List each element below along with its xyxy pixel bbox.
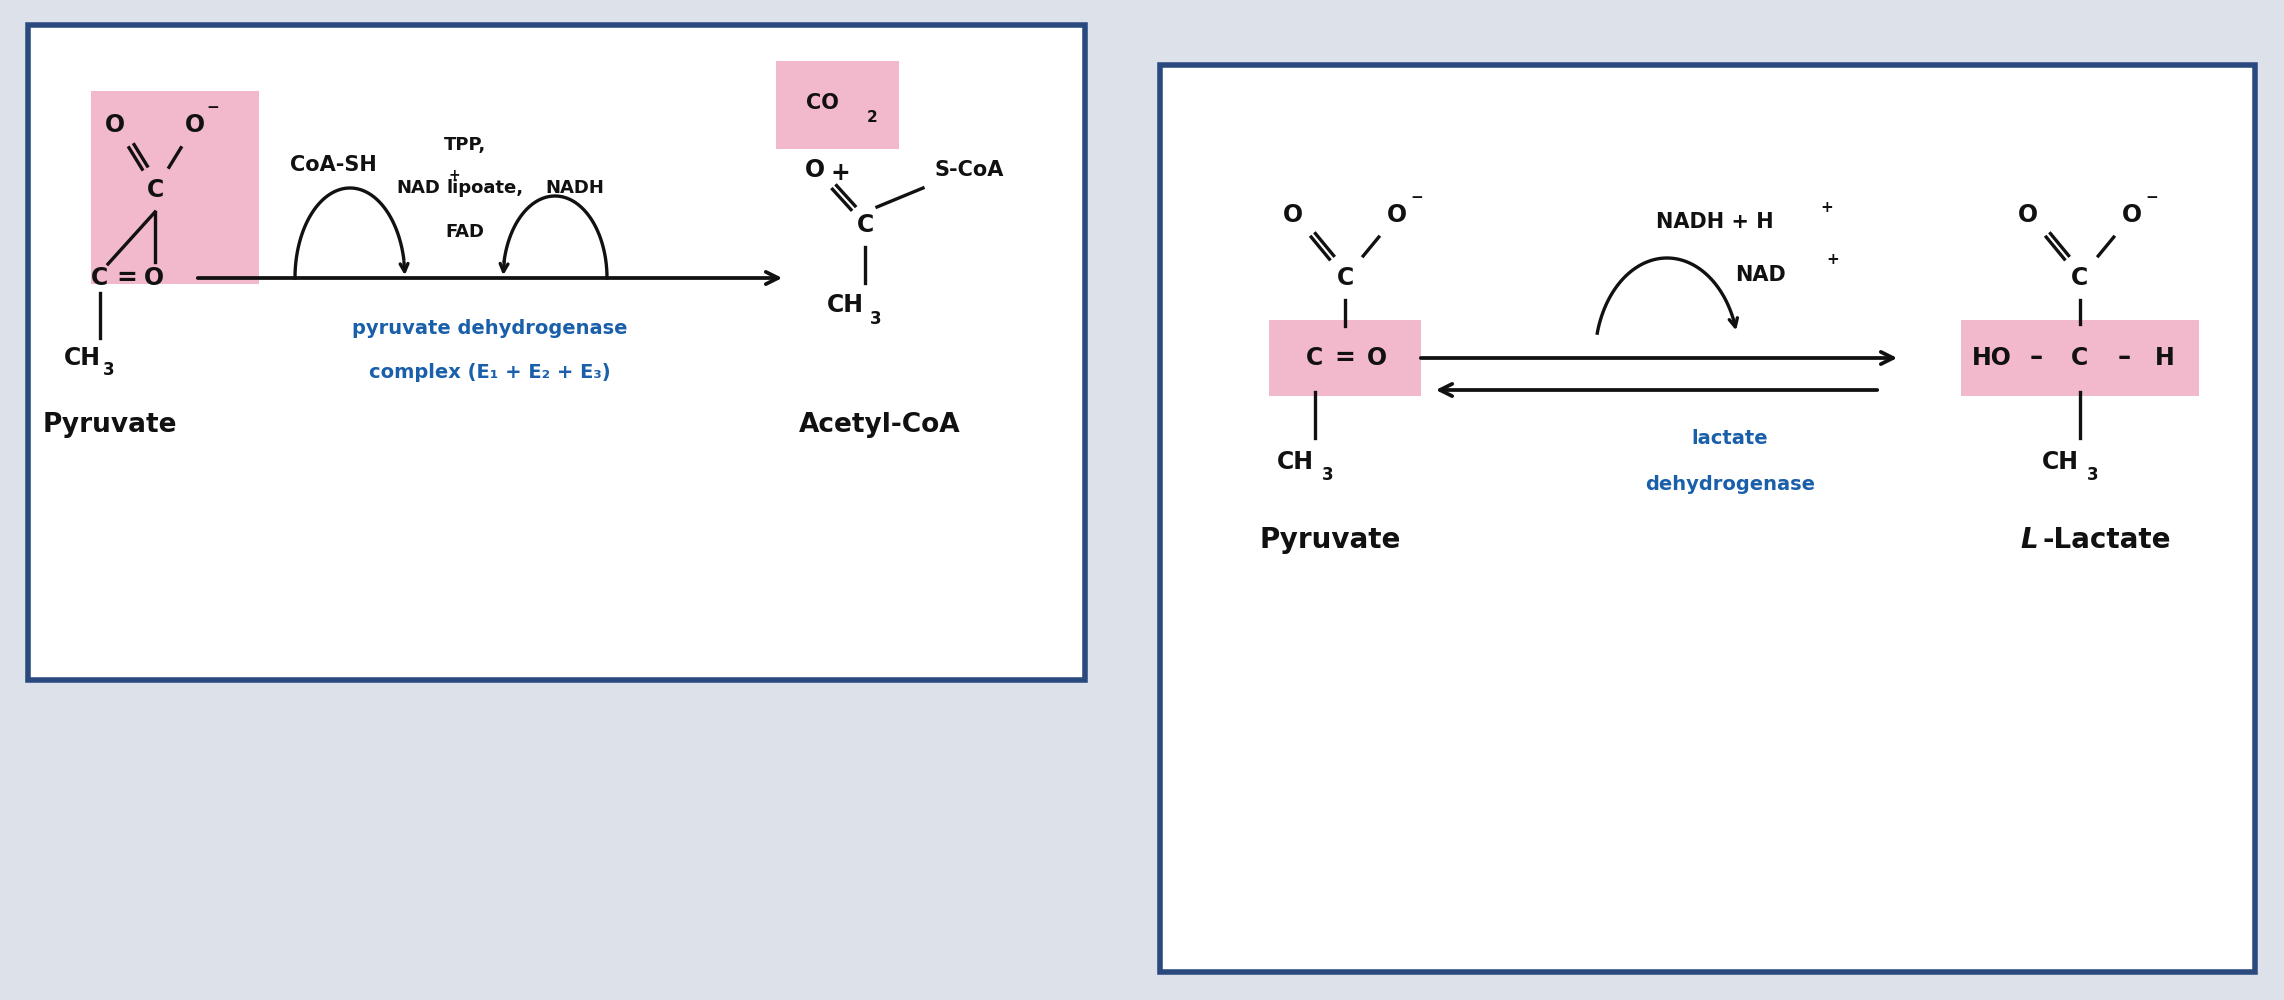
Text: O: O bbox=[1366, 346, 1386, 370]
Text: pyruvate dehydrogenase: pyruvate dehydrogenase bbox=[352, 318, 628, 338]
Text: lactate: lactate bbox=[1692, 428, 1768, 448]
Text: Pyruvate: Pyruvate bbox=[43, 412, 178, 438]
Text: CH: CH bbox=[827, 293, 863, 317]
Text: C: C bbox=[2072, 346, 2088, 370]
Text: 3: 3 bbox=[2088, 466, 2099, 484]
Text: +: + bbox=[1827, 252, 1839, 267]
Text: O: O bbox=[1386, 203, 1407, 227]
Text: NAD: NAD bbox=[395, 179, 441, 197]
Text: =: = bbox=[1334, 346, 1354, 370]
Text: O: O bbox=[185, 113, 206, 137]
Text: +: + bbox=[1820, 200, 1834, 215]
FancyBboxPatch shape bbox=[1160, 65, 2254, 972]
FancyBboxPatch shape bbox=[777, 61, 900, 149]
Text: O: O bbox=[1284, 203, 1304, 227]
Text: O: O bbox=[804, 158, 825, 182]
Text: TPP,: TPP, bbox=[443, 136, 486, 154]
FancyBboxPatch shape bbox=[91, 91, 258, 284]
Text: C: C bbox=[91, 266, 110, 290]
Text: CH: CH bbox=[2042, 450, 2078, 474]
Text: HO: HO bbox=[1971, 346, 2012, 370]
Text: 2: 2 bbox=[866, 109, 877, 124]
Text: L: L bbox=[2021, 526, 2037, 554]
Text: S-CoA: S-CoA bbox=[934, 160, 1005, 180]
Text: 3: 3 bbox=[1322, 466, 1334, 484]
Text: 3: 3 bbox=[103, 361, 114, 379]
Text: C: C bbox=[1306, 346, 1325, 370]
Text: -Lactate: -Lactate bbox=[2042, 526, 2170, 554]
Text: =: = bbox=[116, 266, 137, 290]
Text: FAD: FAD bbox=[445, 223, 484, 241]
Text: 3: 3 bbox=[870, 310, 882, 328]
Text: Pyruvate: Pyruvate bbox=[1258, 526, 1400, 554]
Text: –: – bbox=[2030, 345, 2042, 371]
Text: complex (E₁ + E₂ + E₃): complex (E₁ + E₂ + E₃) bbox=[370, 362, 610, 381]
Text: –: – bbox=[2117, 345, 2131, 371]
Text: +: + bbox=[829, 161, 850, 185]
Text: CO: CO bbox=[806, 93, 838, 113]
Text: dehydrogenase: dehydrogenase bbox=[1644, 476, 1816, 494]
Text: +: + bbox=[448, 168, 459, 182]
Text: CoA-SH: CoA-SH bbox=[290, 155, 377, 175]
Text: −: − bbox=[2145, 190, 2158, 206]
Text: C: C bbox=[146, 178, 164, 202]
Text: CH: CH bbox=[1277, 450, 1313, 474]
Text: C: C bbox=[1336, 266, 1354, 290]
Text: lipoate,: lipoate, bbox=[445, 179, 523, 197]
Text: C: C bbox=[856, 213, 872, 237]
Text: O: O bbox=[2122, 203, 2142, 227]
Text: Acetyl-CoA: Acetyl-CoA bbox=[799, 412, 962, 438]
Text: C: C bbox=[2072, 266, 2088, 290]
Text: −: − bbox=[1412, 190, 1423, 206]
FancyBboxPatch shape bbox=[27, 25, 1085, 680]
Text: NAD: NAD bbox=[1734, 265, 1786, 285]
Text: O: O bbox=[105, 113, 126, 137]
Text: CH: CH bbox=[64, 346, 100, 370]
FancyBboxPatch shape bbox=[1962, 320, 2199, 396]
Text: NADH: NADH bbox=[546, 179, 605, 197]
Text: NADH + H: NADH + H bbox=[1656, 212, 1775, 232]
Text: O: O bbox=[2019, 203, 2037, 227]
Text: H: H bbox=[2156, 346, 2174, 370]
Text: O: O bbox=[144, 266, 164, 290]
Text: −: − bbox=[206, 101, 219, 115]
FancyBboxPatch shape bbox=[1270, 320, 1421, 396]
